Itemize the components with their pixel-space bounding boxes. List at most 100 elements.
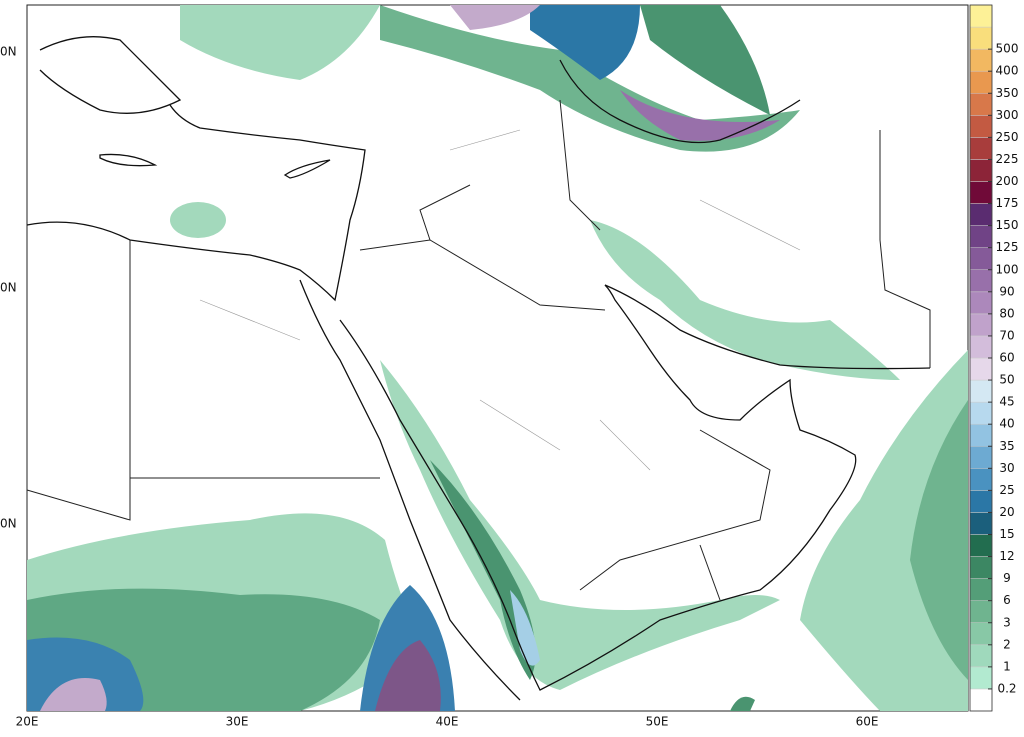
lon-label: 60E: [856, 715, 879, 729]
colorbar-label: 200: [996, 174, 1019, 188]
border: [559, 99, 601, 231]
coastline: [299, 279, 521, 701]
lon-label: 20E: [16, 715, 39, 729]
rain-area: [430, 460, 536, 680]
colorbar-box: [969, 291, 993, 315]
rain-area: [40, 678, 107, 711]
colorbar-box: [969, 357, 993, 381]
colorbar-box: [969, 26, 993, 50]
border: [879, 130, 931, 368]
colorbar-label: 45: [999, 395, 1014, 409]
colorbar-box: [969, 70, 993, 94]
rain-area: [375, 640, 441, 711]
colorbar-label: 12: [999, 549, 1014, 563]
colorbar-box: [969, 688, 993, 712]
colorbar-box: [969, 512, 993, 535]
colorbar-box: [969, 446, 993, 469]
colorbar-box: [969, 379, 993, 403]
colorbar-box: [969, 600, 993, 623]
coastline: [559, 59, 801, 144]
colorbar-box: [969, 48, 993, 72]
coastline: [283, 159, 331, 179]
rain-area: [910, 400, 968, 680]
colorbar-label: 500: [996, 42, 1019, 56]
colorbar-box: [969, 137, 993, 160]
colorbar-label: 80: [999, 306, 1014, 320]
rain-area: [590, 220, 900, 380]
colorbar-box: [969, 423, 993, 447]
colorbar-label: 15: [999, 527, 1014, 541]
colorbar-label: 30: [999, 461, 1014, 475]
colorbar-label: 25: [999, 483, 1014, 497]
coastline: [339, 284, 857, 691]
colorbar-label: 2: [1003, 637, 1011, 651]
colorbar-label: 300: [996, 108, 1019, 122]
rain-area: [380, 5, 800, 152]
rain-area: [800, 350, 968, 711]
colorbar-box: [969, 578, 993, 601]
colorbar-label: 100: [996, 262, 1019, 276]
colorbar-box: [969, 622, 993, 646]
colorbar-label: 150: [996, 218, 1019, 232]
rain-area: [170, 202, 226, 238]
border: [579, 429, 771, 591]
axis-labels: 0N 0N 0N 20E 30E 40E 50E 60E: [0, 45, 878, 729]
rain-area: [530, 5, 640, 80]
colorbar-box: [969, 534, 993, 557]
lat-label: 0N: [0, 517, 17, 531]
lon-label: 50E: [646, 715, 669, 729]
rain-area: [510, 590, 540, 666]
colorbar-label: 70: [999, 328, 1014, 342]
coastline: [26, 104, 366, 302]
colorbar-box: [969, 313, 993, 337]
colorbar-label: 250: [996, 130, 1019, 144]
colorbar-box: [969, 335, 993, 359]
colorbar-box: [969, 644, 993, 668]
colorbar-label: 225: [996, 152, 1019, 166]
colorbar-box: [969, 93, 993, 116]
lat-label: 0N: [0, 45, 17, 59]
border: [419, 184, 471, 241]
province-line: [199, 129, 801, 471]
colorbar-label: 20: [999, 505, 1014, 519]
colorbar-box: [969, 556, 993, 579]
lon-label: 30E: [226, 715, 249, 729]
colorbar-box: [969, 490, 993, 513]
lat-label: 0N: [0, 281, 17, 295]
border: [26, 240, 131, 521]
rain-area: [450, 5, 540, 30]
coastline: [99, 153, 158, 167]
colorbar-label: 9: [1003, 571, 1011, 585]
colorbar-label: 0.2: [997, 681, 1016, 695]
rain-area: [640, 5, 770, 115]
coastline: [39, 36, 182, 114]
colorbar-box: [969, 666, 993, 690]
coastline: [604, 284, 931, 370]
precipitation-field: [27, 5, 968, 711]
colorbar-label: 40: [999, 417, 1014, 431]
colorbar: 0.21236912152025303540455060708090100125…: [969, 4, 1019, 712]
rain-area: [730, 696, 755, 711]
lon-label: 40E: [436, 715, 459, 729]
border: [699, 544, 721, 601]
colorbar-label: 1: [1003, 659, 1011, 673]
colorbar-label: 60: [999, 351, 1014, 365]
colorbar-box: [969, 4, 993, 28]
rain-area: [380, 360, 780, 690]
colorbar-box: [969, 203, 993, 226]
colorbar-label: 50: [999, 373, 1014, 387]
rain-area: [180, 5, 380, 80]
borders: [26, 99, 931, 601]
colorbar-label: 400: [996, 64, 1019, 78]
colorbar-box: [969, 468, 993, 491]
colorbar-label: 90: [999, 284, 1014, 298]
colorbar-label: 6: [1003, 593, 1011, 607]
rain-area: [620, 90, 780, 141]
colorbar-frame: [969, 4, 993, 712]
colorbar-label: 3: [1003, 615, 1011, 629]
colorbar-label: 175: [996, 196, 1019, 210]
border: [359, 239, 606, 311]
coastlines: [26, 36, 931, 701]
colorbar-box: [969, 401, 993, 425]
